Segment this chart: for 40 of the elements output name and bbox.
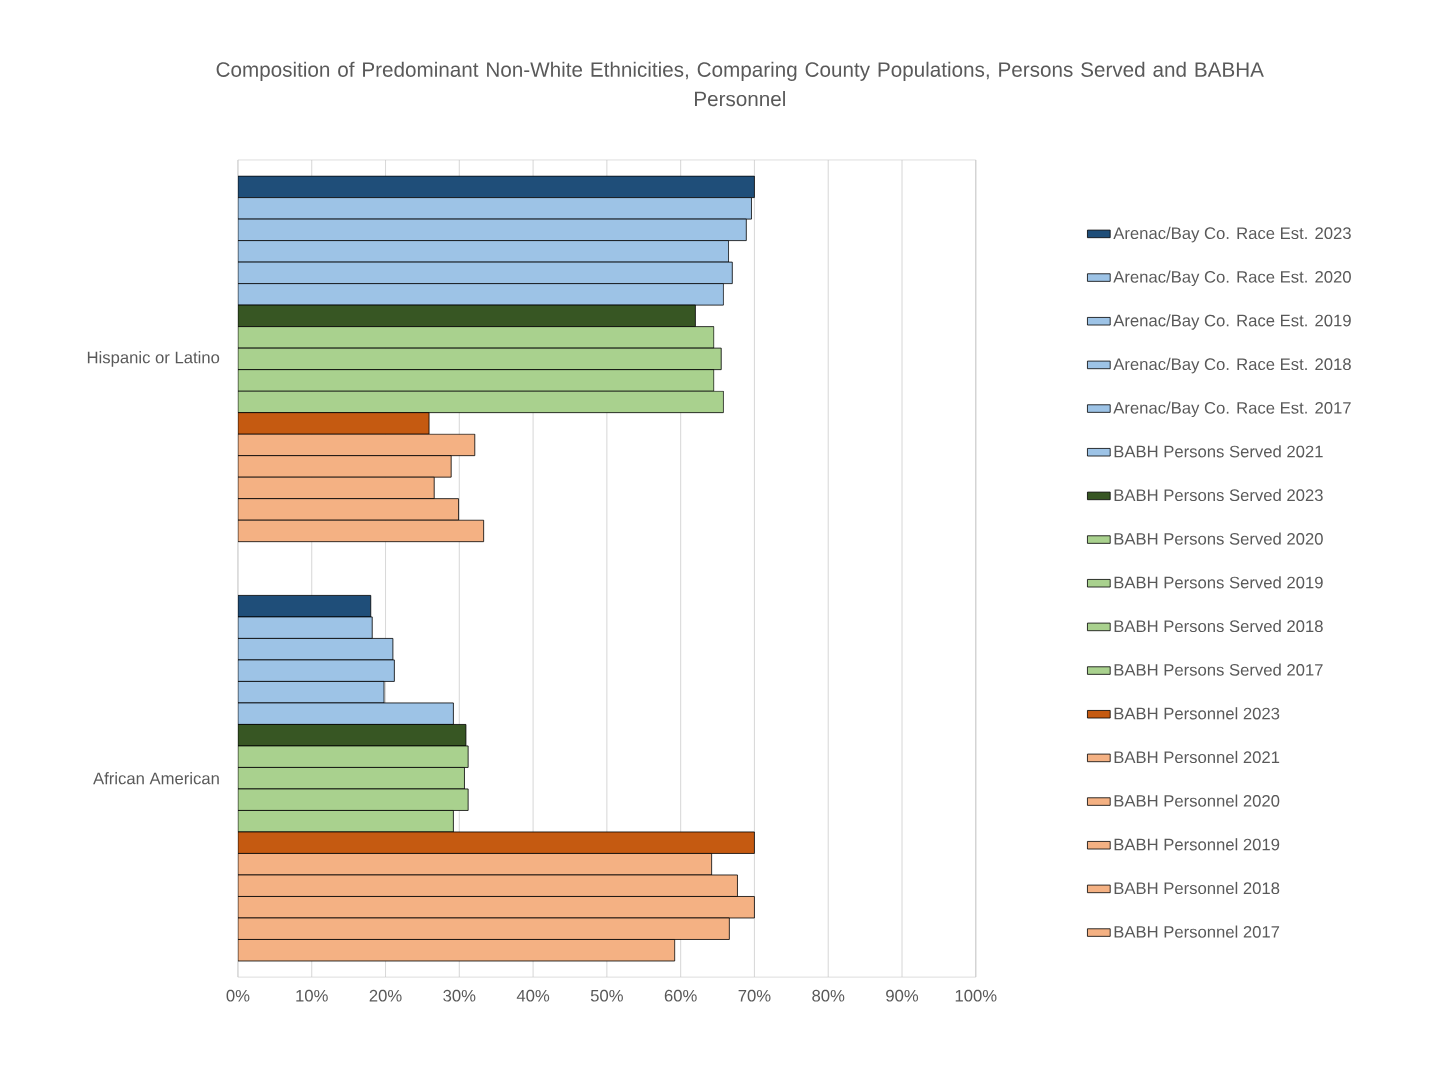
legend-label: BABH Personnel 2017	[1114, 925, 1280, 938]
x-tick-label: 30%	[443, 989, 476, 1002]
legend-label: BABH Persons Served 2020	[1114, 532, 1323, 545]
legend-label: BABH Persons Served 2023	[1114, 488, 1323, 502]
bar	[237, 390, 724, 414]
legend-label: Arenac/Bay Co. Race Est. 2020	[1113, 270, 1351, 287]
legend-label: Arenac/Bay Co. Race Est. 2018	[1113, 357, 1351, 374]
x-tick-label: 40%	[516, 989, 550, 1002]
x-tick-label: 90%	[886, 989, 919, 1002]
legend-label: BABH Personnel 2021	[1114, 750, 1280, 764]
legend-label: BABH Personnel 2019	[1114, 838, 1280, 851]
x-tick-label: 10%	[296, 989, 328, 1002]
legend-label: BABH Persons Served 2018	[1114, 619, 1323, 633]
legend-label: BABH Persons Served 2019	[1114, 576, 1323, 589]
legend-label: Arenac/Bay Co. Race Est. 2017	[1113, 401, 1351, 418]
legend-label: Arenac/Bay Co. Race Est. 2019	[1113, 314, 1351, 330]
x-tick-label: 100%	[955, 989, 997, 1002]
y-tick-label: African American	[93, 772, 219, 785]
x-tick-label: 20%	[369, 989, 402, 1002]
x-tick-label: 0%	[226, 989, 250, 1002]
x-tick-label: 70%	[738, 989, 771, 1002]
x-tick-label: 80%	[812, 989, 845, 1002]
bar	[237, 326, 715, 349]
bar	[237, 304, 696, 328]
legend-label: Arenac/Bay Co. Race Est. 2023	[1113, 226, 1351, 243]
bar	[237, 412, 430, 435]
x-tick-label: 50%	[590, 989, 623, 1002]
legend-label: BABH Personnel 2023	[1114, 707, 1280, 720]
bar	[237, 853, 713, 876]
legend-label: BABH Persons Served 2017	[1114, 663, 1323, 676]
bar	[237, 175, 755, 199]
bar	[237, 724, 467, 747]
bar	[237, 595, 372, 618]
legend-label: BABH Personnel 2020	[1114, 794, 1280, 807]
legend-label: BABH Personnel 2018	[1114, 881, 1280, 895]
bar	[237, 831, 755, 854]
chart-title: Composition of Predominant Non-White Ethnicities, Comparing County Populations, Persons Served and BABHA Personnel	[216, 61, 1264, 107]
legend-label: BABH Persons Served 2021	[1114, 445, 1323, 458]
y-tick-label: Hispanic or Latino	[87, 351, 220, 367]
x-tick-label: 60%	[664, 989, 697, 1002]
